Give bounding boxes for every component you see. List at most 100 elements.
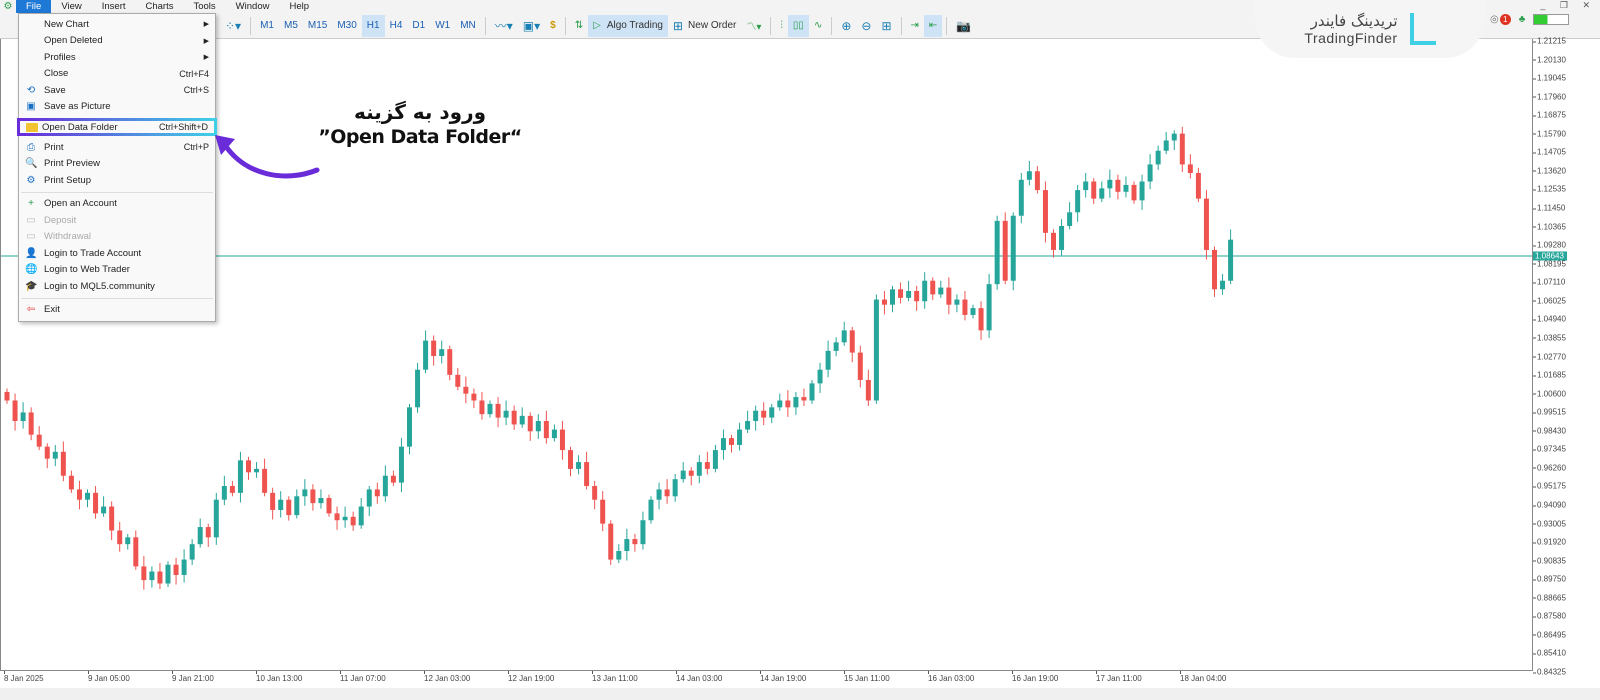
candle (36, 426, 42, 451)
signals-icon[interactable]: 〽▾ (746, 22, 762, 33)
menu-item-print-preview[interactable]: 🔍 Print Preview (19, 156, 215, 173)
candle (1220, 273, 1226, 295)
candle (519, 407, 525, 428)
chart-shift-icon[interactable]: ⇤ (923, 14, 943, 37)
menu-item-save-as-picture[interactable]: ▣ Save as Picture (19, 99, 215, 116)
menu-item-save[interactable]: ⟲ Save Ctrl+S (19, 82, 215, 99)
candle-body (1026, 171, 1032, 180)
candle-body (60, 451, 66, 476)
candle-body (181, 559, 187, 575)
screenshot-icon[interactable]: 📷 (956, 18, 972, 33)
candle (133, 530, 139, 570)
menu-tools[interactable]: Tools (193, 1, 216, 12)
menu-help[interactable]: Help (289, 1, 310, 12)
candle (1179, 126, 1185, 172)
candle (28, 407, 34, 441)
time-tick-label: 17 Jan 11:00 (1096, 671, 1142, 683)
menu-item-new-chart[interactable]: New Chart ▶ (19, 16, 215, 33)
candle-body (986, 284, 992, 331)
candle (205, 523, 211, 547)
candle-body (914, 291, 920, 302)
menu-item-deposit[interactable]: ▭ Deposit (19, 212, 215, 229)
menu-item-open-deleted[interactable]: Open Deleted ▶ (19, 33, 215, 50)
menu-item-login-to-trade-account[interactable]: 👤 Login to Trade Account (19, 245, 215, 262)
tile-windows-icon[interactable]: ⊞ (881, 18, 892, 33)
divider (946, 16, 948, 35)
zoom-out-icon[interactable]: ⊖ (861, 18, 872, 33)
timeframe-m1[interactable]: M1 (260, 20, 274, 31)
menu-item-login-to-web-trader[interactable]: 🌐 Login to Web Trader (19, 262, 215, 279)
menu-view[interactable]: View (61, 1, 82, 12)
menu-charts[interactable]: Charts (145, 1, 174, 12)
candle (278, 491, 284, 518)
notifications-icon[interactable]: ◎ 1 (1490, 14, 1511, 25)
candle-body (342, 516, 348, 521)
candle-body (358, 506, 364, 526)
timeframe-h1[interactable]: H1 (361, 14, 385, 37)
menu-item-print-setup[interactable]: ⚙ Print Setup (19, 172, 215, 189)
zoom-in-icon[interactable]: ⊕ (841, 18, 852, 33)
candle (68, 470, 74, 493)
timeframe-m15[interactable]: M15 (307, 20, 328, 31)
candle-body (688, 470, 694, 476)
candle-body (922, 280, 928, 302)
one-click-trading-icon[interactable]: ⇅ (574, 20, 584, 31)
menu-file[interactable]: File (16, 0, 52, 13)
algo-trading-button[interactable]: ▷ Algo Trading (588, 14, 668, 37)
window-controls[interactable]: _ ❐ ✕ (1540, 0, 1596, 10)
menu-window[interactable]: Window (235, 1, 270, 12)
candle (745, 410, 751, 433)
candle-body (1051, 232, 1056, 250)
candle (777, 393, 783, 411)
candle (44, 443, 50, 469)
candle-body (970, 308, 976, 315)
candle-body (374, 489, 380, 497)
indicators-icon[interactable]: 〰▾ (494, 19, 513, 33)
line-chart-icon[interactable]: ∿ (813, 20, 823, 31)
menu-item-login-to-mql5-community[interactable]: 🎓 Login to MQL5.community (19, 278, 215, 295)
menu-item-shortcut: Ctrl+S (183, 85, 209, 96)
menu-item-close[interactable]: Close Ctrl+F4 (19, 66, 215, 83)
candle (1002, 212, 1008, 285)
menu-item-withdrawal[interactable]: ▭ Withdrawal (19, 229, 215, 246)
price-axis[interactable]: 1.21215 1.20130 1.19045 1.17960 1.16875 1.157… (1532, 37, 1600, 677)
candle (141, 556, 147, 590)
bar-chart-icon[interactable]: ⫶ (780, 20, 783, 31)
auto-scroll-icon[interactable]: ⇥ (910, 20, 919, 31)
time-axis[interactable]: 8 Jan 2025 9 Jan 05:00 9 Jan 21:00 10 Jan 1… (0, 670, 1533, 688)
menu-item-exit[interactable]: ⇦ Exit (19, 302, 215, 319)
timeframe-mn[interactable]: MN (460, 20, 476, 31)
price-chart[interactable] (0, 39, 1533, 670)
candlestick-icon[interactable]: ▯▯ (787, 14, 809, 37)
objects-icon[interactable]: ⁘▾ (225, 18, 242, 33)
menu-item-open-data-folder[interactable]: Open Data Folder Ctrl+Shift+D (17, 118, 217, 136)
candle (1034, 166, 1040, 194)
dollar-icon[interactable]: $ (550, 20, 556, 31)
menu-item-label: New Chart (44, 18, 89, 30)
candle-body (326, 497, 332, 514)
candle-body (109, 506, 115, 531)
templates-icon[interactable]: ▣▾ (522, 18, 541, 33)
menu-insert[interactable]: Insert (101, 1, 126, 12)
timeframe-w1[interactable]: W1 (435, 20, 451, 31)
vps-icon[interactable]: ♣ (1518, 14, 1526, 25)
menu-item-open-an-account[interactable]: + Open an Account (19, 196, 215, 213)
timeframe-m5[interactable]: M5 (283, 20, 298, 31)
candle (197, 518, 203, 548)
new-order-button[interactable]: ⊞ New Order (668, 15, 741, 37)
menu-item-label: Deposit (44, 214, 77, 226)
candle (664, 479, 670, 504)
candle-body (52, 451, 58, 459)
menu-item-profiles[interactable]: Profiles ▶ (19, 49, 215, 66)
menu-item-label: Login to MQL5.community (44, 280, 155, 292)
menu-item-label: Save as Picture (44, 101, 111, 113)
menu-item-print[interactable]: ⎙ Print Ctrl+P (19, 139, 215, 156)
candle-body (777, 400, 783, 408)
timeframe-h4[interactable]: H4 (389, 20, 403, 31)
candle-body (761, 410, 767, 418)
timeframe-d1[interactable]: D1 (412, 20, 426, 31)
timeframe-m30[interactable]: M30 (337, 20, 357, 31)
candle-body (415, 369, 421, 408)
candle-body (978, 308, 984, 331)
price-tick-label: 1.06025 (1533, 296, 1566, 306)
